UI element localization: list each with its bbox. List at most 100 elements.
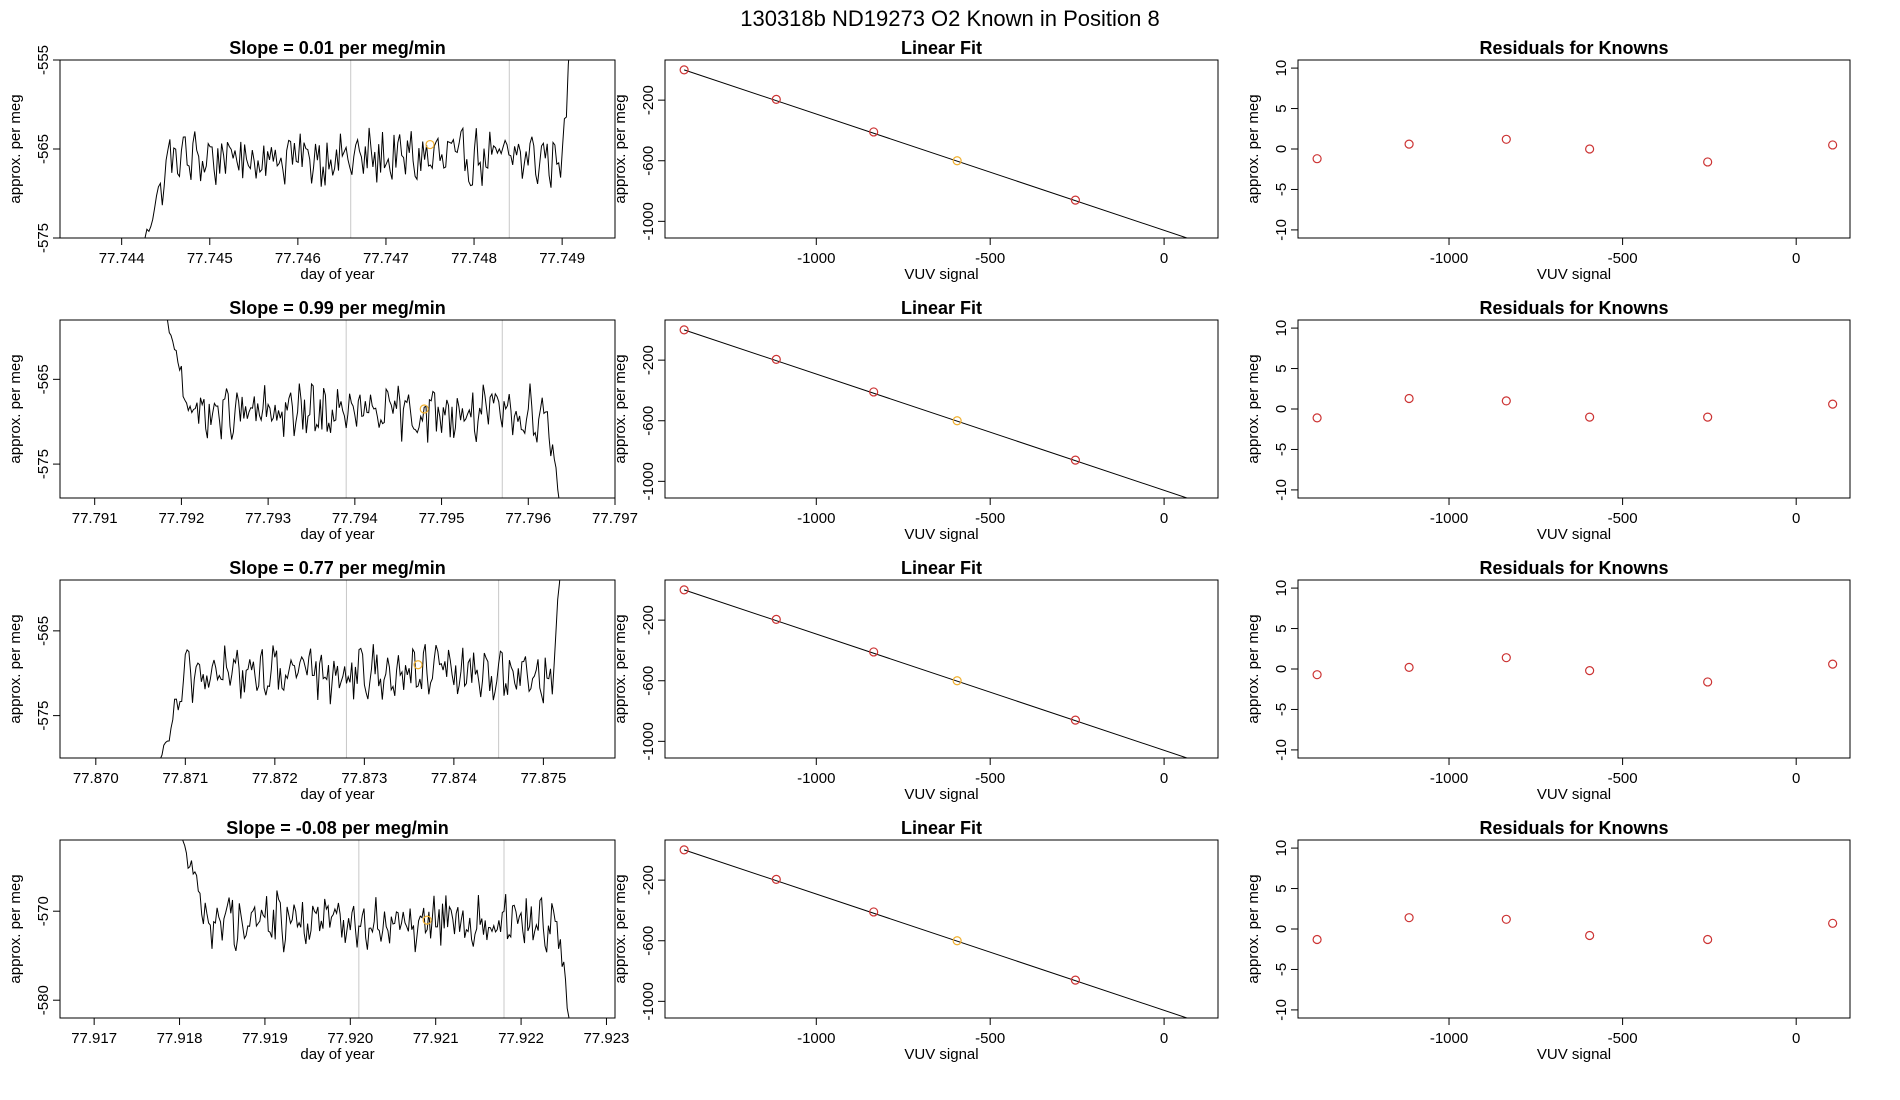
panel-time-row-3: Slope = 0.77 per meg/min 77.870 77.871 77.8… bbox=[7, 558, 616, 803]
data-point bbox=[869, 127, 879, 137]
x-tick-label: -1000 bbox=[797, 510, 835, 527]
x-tick-label: 77.920 bbox=[327, 1030, 373, 1047]
plot-area bbox=[1312, 913, 1838, 945]
residual-point bbox=[1501, 396, 1511, 406]
y-tick-label: -5 bbox=[1273, 963, 1290, 976]
residual-point bbox=[1828, 659, 1838, 669]
y-axis-label: approx. per meg bbox=[7, 94, 24, 203]
x-tick-label: 77.917 bbox=[71, 1030, 117, 1047]
residual-point bbox=[1703, 412, 1713, 422]
y-tick-label: 10 bbox=[1273, 840, 1290, 857]
x-tick-label: 0 bbox=[1160, 510, 1168, 527]
y-tick-label: -600 bbox=[640, 926, 657, 956]
y-tick-label: 10 bbox=[1273, 320, 1290, 337]
data-point bbox=[679, 845, 689, 855]
x-tick-label: 77.795 bbox=[419, 510, 465, 527]
y-tick-label: -10 bbox=[1273, 479, 1290, 501]
signal-trace bbox=[182, 840, 570, 1018]
data-point bbox=[1070, 715, 1081, 725]
x-tick-label: 77.745 bbox=[187, 250, 233, 267]
x-tick-label: 77.921 bbox=[413, 1030, 459, 1047]
panel-fit-row-3: Linear Fit -1000 -500 0 -1000 -600 -200 VUV sig… bbox=[612, 558, 1219, 803]
panel-title: Residuals for Knowns bbox=[1479, 558, 1668, 578]
y-tick-label: -555 bbox=[35, 45, 52, 75]
panel-title: Slope = -0.08 per meg/min bbox=[226, 818, 449, 838]
panel-title: Slope = 0.99 per meg/min bbox=[229, 298, 446, 318]
fit-line bbox=[683, 849, 1189, 1018]
y-tick-label: -1000 bbox=[640, 982, 657, 1020]
x-tick-label: 77.794 bbox=[332, 510, 378, 527]
y-tick-label: -200 bbox=[640, 85, 657, 115]
residual-point bbox=[1585, 144, 1595, 154]
plot-frame bbox=[59, 839, 616, 1019]
y-tick-label: 0 bbox=[1273, 145, 1290, 153]
x-axis-label: VUV signal bbox=[1537, 1046, 1611, 1063]
y-axis-label: approx. per meg bbox=[1245, 94, 1262, 203]
data-point bbox=[1199, 1017, 1202, 1018]
y-axis-label: approx. per meg bbox=[612, 614, 629, 723]
residual-point bbox=[1404, 139, 1414, 149]
y-axis-label: approx. per meg bbox=[1245, 354, 1262, 463]
panel-resid-row-2: Residuals for Knowns -1000 -500 0 -10 -5 0 5 10 V… bbox=[1245, 298, 1851, 543]
plot-area bbox=[679, 65, 1202, 238]
y-tick-label: -5 bbox=[1273, 703, 1290, 716]
x-tick-label: -500 bbox=[1608, 250, 1638, 267]
data-point bbox=[952, 416, 962, 426]
y-tick-label: -575 bbox=[35, 701, 52, 731]
y-tick-label: -10 bbox=[1273, 739, 1290, 761]
x-tick-label: 77.744 bbox=[99, 250, 145, 267]
y-tick-label: -1000 bbox=[640, 722, 657, 760]
residual-point bbox=[1828, 399, 1838, 409]
data-point bbox=[869, 907, 879, 917]
plot-frame bbox=[664, 839, 1219, 1019]
x-tick-label: 0 bbox=[1160, 770, 1168, 787]
x-tick-label: 77.873 bbox=[341, 770, 387, 787]
panel-grid: Slope = 0.01 per meg/min 77.744 77.745 77.7… bbox=[7, 38, 1851, 1063]
x-axis-label: day of year bbox=[300, 786, 374, 803]
signal-trace bbox=[144, 60, 570, 238]
plot-frame bbox=[1297, 579, 1851, 759]
data-point bbox=[679, 65, 689, 75]
residual-point bbox=[1501, 653, 1511, 663]
residual-point bbox=[1404, 662, 1414, 672]
unknown-marker bbox=[419, 404, 429, 414]
x-tick-label: 77.872 bbox=[252, 770, 298, 787]
x-tick-label: -500 bbox=[975, 250, 1005, 267]
x-tick-label: 77.871 bbox=[162, 770, 208, 787]
plot-frame bbox=[59, 319, 616, 499]
y-axis-label: approx. per meg bbox=[7, 614, 24, 723]
data-point bbox=[952, 676, 962, 686]
x-tick-label: -1000 bbox=[1430, 510, 1468, 527]
data-point bbox=[1070, 975, 1081, 985]
x-axis-label: day of year bbox=[300, 266, 374, 283]
panel-title: Linear Fit bbox=[901, 818, 982, 838]
data-point bbox=[1199, 757, 1202, 758]
panel-fit-row-4: Linear Fit -1000 -500 0 -1000 -600 -200 VUV sig… bbox=[612, 818, 1219, 1063]
figure-title: 130318b ND19273 O2 Known in Position 8 bbox=[740, 6, 1160, 31]
x-tick-label: 77.793 bbox=[245, 510, 291, 527]
x-tick-label: -500 bbox=[1608, 770, 1638, 787]
residual-point bbox=[1404, 913, 1414, 923]
x-tick-label: -1000 bbox=[797, 770, 835, 787]
y-tick-label: -1000 bbox=[640, 462, 657, 500]
residual-point bbox=[1501, 134, 1511, 144]
y-tick-label: 0 bbox=[1273, 665, 1290, 673]
data-point bbox=[1070, 195, 1081, 205]
data-point bbox=[771, 354, 781, 364]
x-tick-label: 77.746 bbox=[275, 250, 321, 267]
y-axis-label: approx. per meg bbox=[1245, 614, 1262, 723]
panel-title: Linear Fit bbox=[901, 298, 982, 318]
y-tick-label: -565 bbox=[35, 616, 52, 646]
plot-area bbox=[144, 60, 570, 238]
residual-point bbox=[1828, 918, 1838, 928]
x-tick-label: 77.747 bbox=[363, 250, 409, 267]
plot-frame bbox=[1297, 59, 1851, 239]
fit-line bbox=[683, 69, 1189, 238]
plot-area bbox=[679, 585, 1202, 758]
panel-title: Residuals for Knowns bbox=[1479, 818, 1668, 838]
plot-area bbox=[679, 325, 1202, 498]
x-tick-label: -1000 bbox=[1430, 250, 1468, 267]
x-tick-label: 0 bbox=[1792, 250, 1800, 267]
x-tick-label: 77.797 bbox=[592, 510, 638, 527]
data-point bbox=[952, 156, 962, 166]
